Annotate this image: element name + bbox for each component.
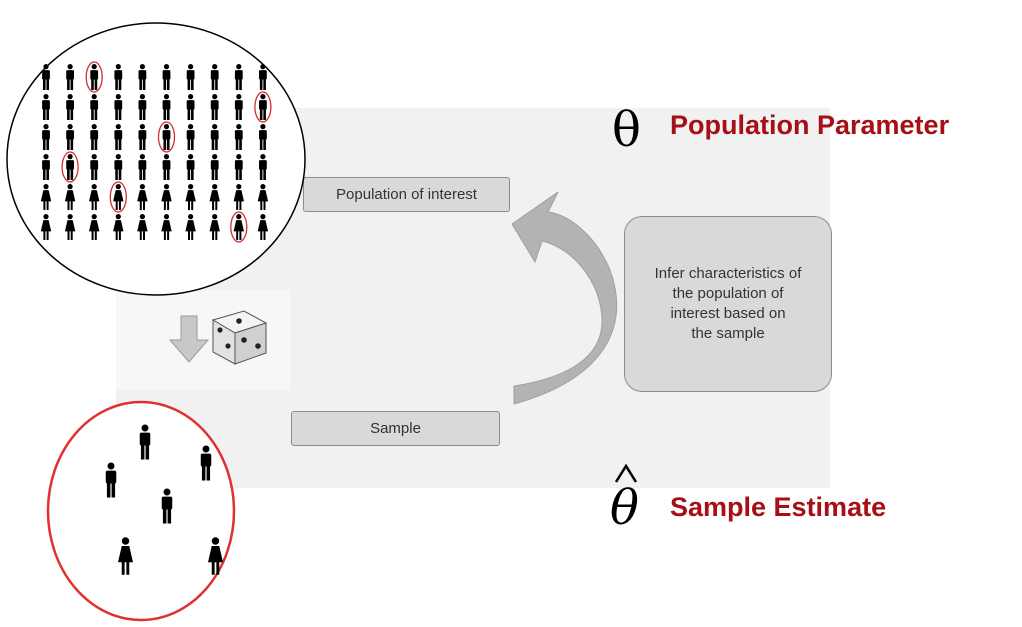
sampled-highlight xyxy=(109,181,127,213)
sampled-highlight xyxy=(85,61,103,93)
sampled-highlight xyxy=(61,151,79,183)
infer-characteristics-box: Infer characteristics of the population … xyxy=(624,216,832,392)
theta-symbol: θ xyxy=(612,102,641,158)
sample-box: Sample xyxy=(291,411,500,446)
sampled-highlight xyxy=(230,211,248,243)
population-of-interest-box: Population of interest xyxy=(303,177,510,212)
sample-group xyxy=(46,400,236,622)
theta-hat-symbol: θ xyxy=(610,480,639,536)
population-group xyxy=(6,22,306,296)
sampled-highlight xyxy=(157,121,176,153)
sampled-highlight xyxy=(254,91,272,123)
sample-estimate-label: Sample Estimate xyxy=(670,492,887,522)
sampled-person-highlights xyxy=(61,61,272,243)
sample-circle xyxy=(46,400,236,622)
population-parameter-label: Population Parameter xyxy=(670,110,950,140)
dice-icon xyxy=(211,310,268,365)
down-arrow-icon xyxy=(168,315,210,363)
population-circle xyxy=(6,22,306,296)
curved-arrow-icon xyxy=(511,191,618,405)
